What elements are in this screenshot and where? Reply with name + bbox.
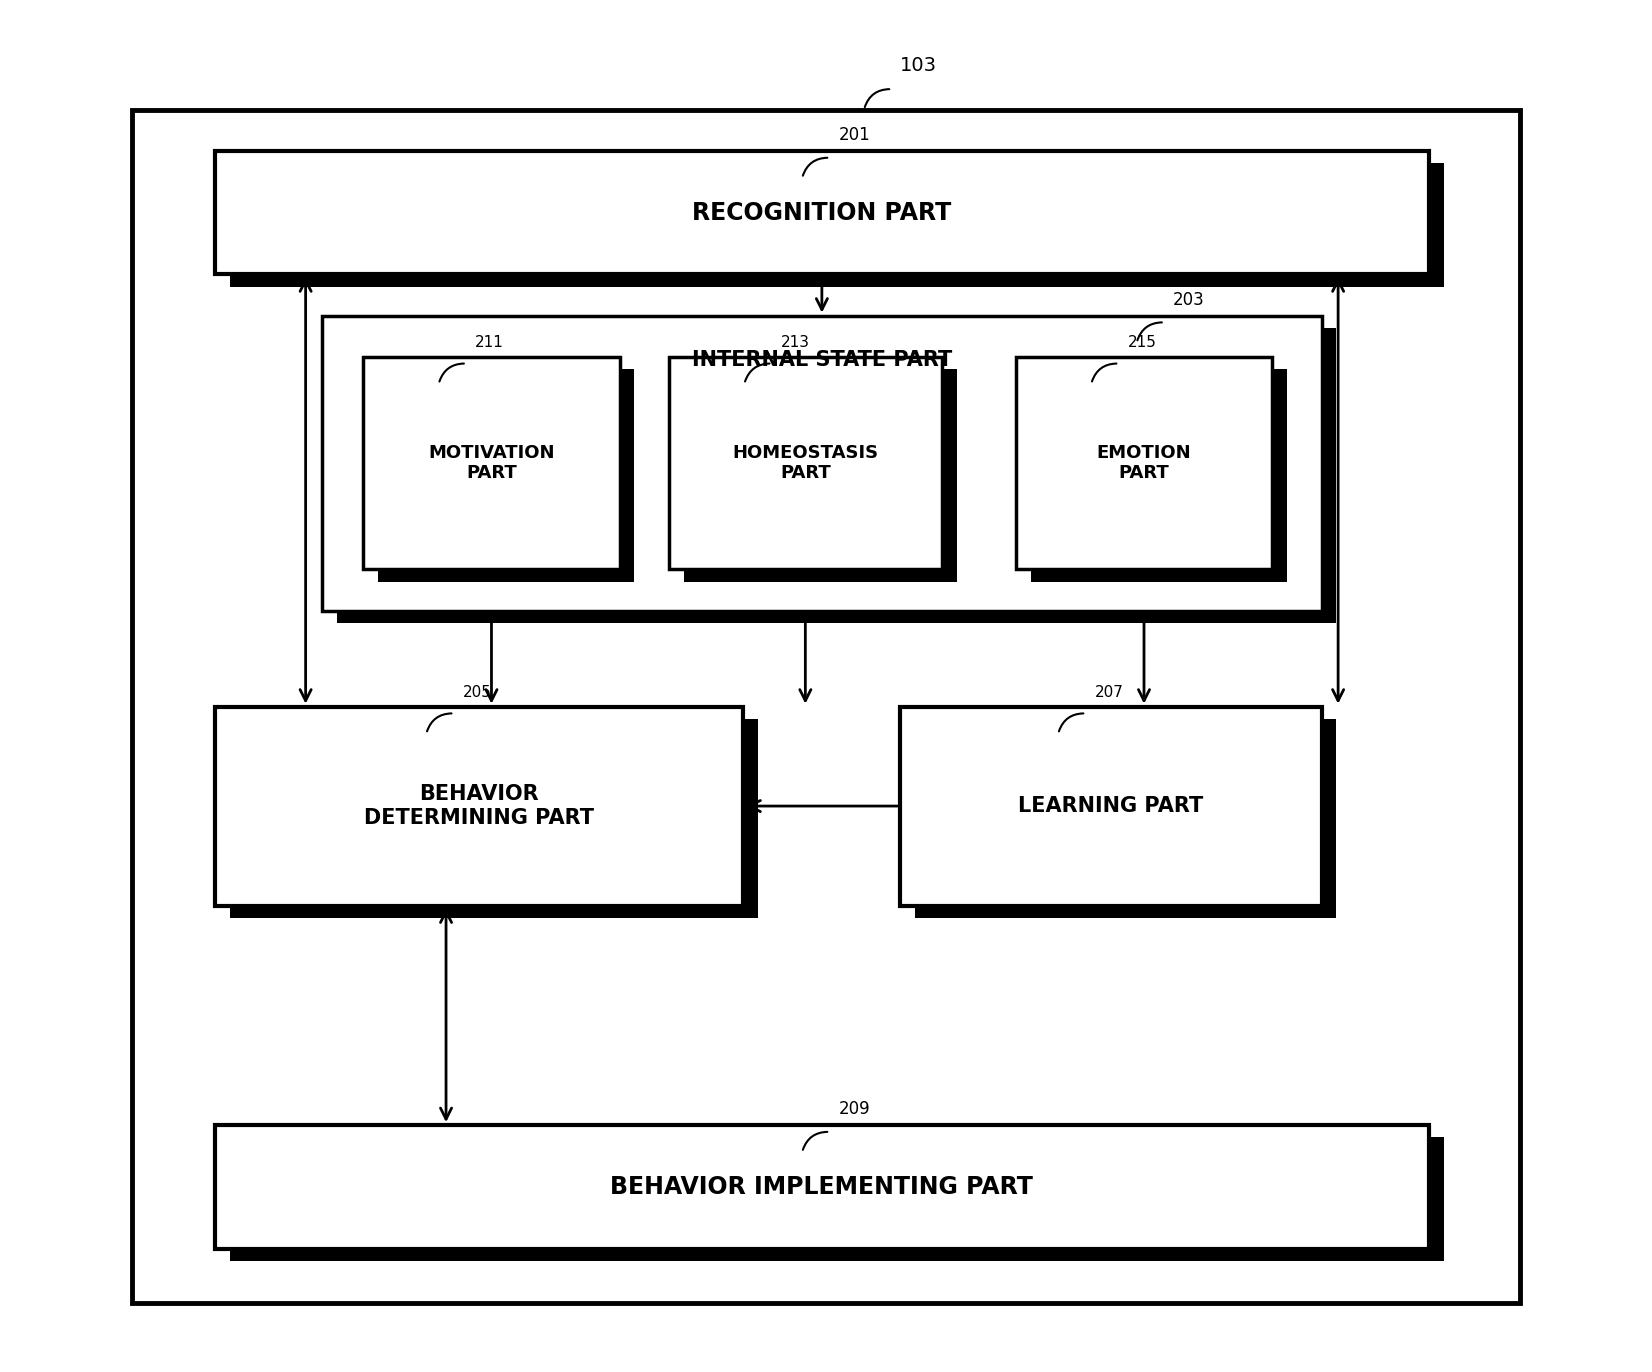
Text: 103: 103 — [900, 56, 937, 75]
Text: 207: 207 — [1095, 685, 1123, 700]
Bar — [230, 1137, 1444, 1261]
Bar — [915, 719, 1336, 918]
Bar — [215, 1125, 1429, 1249]
Bar — [684, 369, 957, 582]
Bar — [1031, 369, 1287, 582]
Bar — [900, 707, 1322, 906]
Text: 203: 203 — [1173, 291, 1204, 309]
Text: EMOTION
PART: EMOTION PART — [1097, 443, 1191, 483]
Bar — [669, 357, 942, 569]
Bar — [378, 369, 634, 582]
Text: INTERNAL STATE PART: INTERNAL STATE PART — [692, 350, 952, 370]
Text: 211: 211 — [476, 335, 504, 350]
Text: RECOGNITION PART: RECOGNITION PART — [692, 200, 952, 225]
Text: BEHAVIOR IMPLEMENTING PART: BEHAVIOR IMPLEMENTING PART — [611, 1174, 1032, 1199]
Bar — [230, 719, 758, 918]
Text: 205: 205 — [463, 685, 491, 700]
Bar — [215, 151, 1429, 274]
Text: 213: 213 — [781, 335, 809, 350]
Bar — [132, 110, 1520, 1303]
Bar — [215, 707, 743, 906]
Text: LEARNING PART: LEARNING PART — [1018, 796, 1204, 816]
Bar — [1016, 357, 1272, 569]
Bar — [230, 163, 1444, 287]
Text: 201: 201 — [838, 126, 871, 144]
Bar — [337, 328, 1336, 623]
Text: HOMEOSTASIS
PART: HOMEOSTASIS PART — [732, 443, 879, 483]
Bar — [363, 357, 620, 569]
Text: 215: 215 — [1127, 335, 1156, 350]
Text: MOTIVATION
PART: MOTIVATION PART — [428, 443, 555, 483]
Text: BEHAVIOR
DETERMINING PART: BEHAVIOR DETERMINING PART — [363, 785, 595, 827]
Bar — [322, 316, 1322, 611]
Text: 209: 209 — [838, 1100, 871, 1118]
